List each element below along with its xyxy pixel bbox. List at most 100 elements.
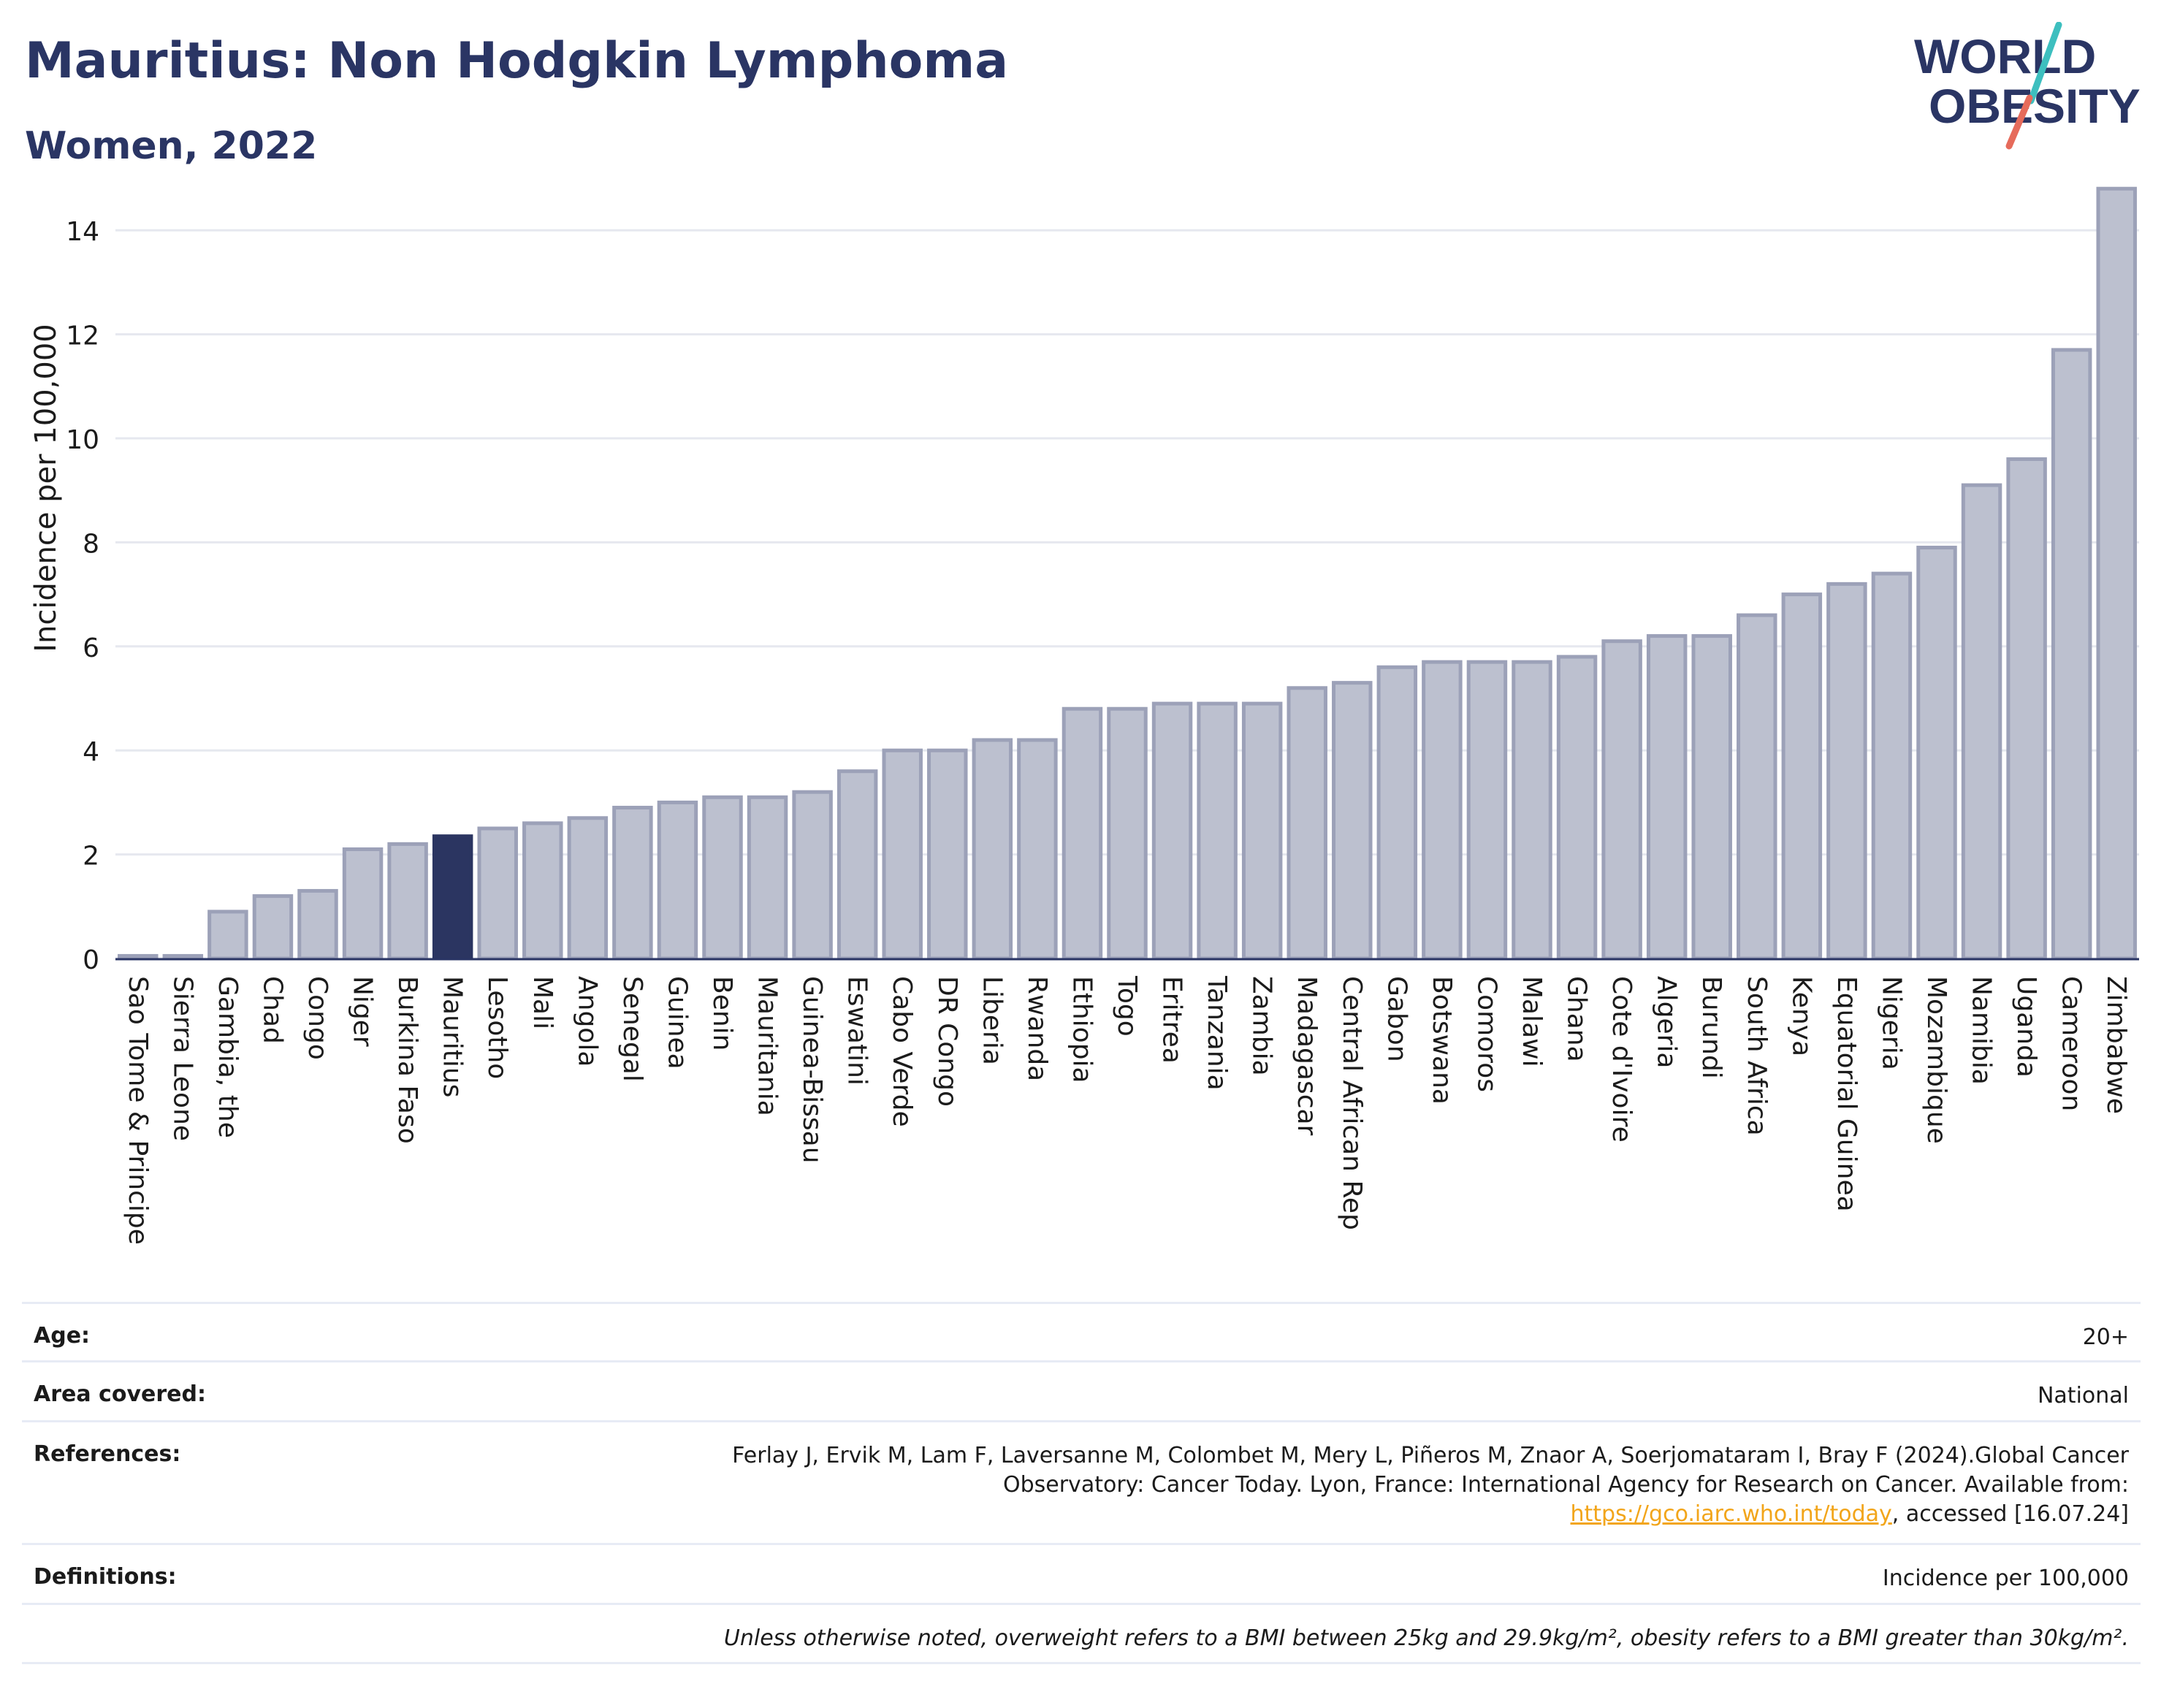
y-tick-label: 8 (83, 529, 99, 559)
x-tick-label: Ethiopia (1067, 976, 1097, 1083)
bar-rwanda (1017, 738, 1058, 961)
y-tick-label: 6 (83, 633, 99, 663)
bar-gabon (1376, 665, 1418, 961)
x-tick-label: Chad (257, 976, 287, 1044)
x-tick-label: Cabo Verde (887, 976, 917, 1127)
bar-liberia (972, 738, 1013, 961)
x-tick-label: Sao Tome & Principe (123, 976, 153, 1245)
x-tick-label: Mauritania (752, 976, 782, 1116)
x-tick-label: Liberia (977, 976, 1007, 1065)
area-row: Area covered: National (22, 1360, 2141, 1420)
y-tick-label: 0 (83, 945, 99, 975)
bar-mali (522, 821, 563, 961)
bar-togo (1107, 706, 1148, 961)
x-tick-label: Guinea (662, 976, 692, 1070)
y-tick-label: 10 (66, 425, 99, 455)
bar-mozambique (1916, 546, 1957, 961)
bar-tanzania (1197, 701, 1238, 961)
page-subtitle: Women, 2022 (25, 124, 318, 168)
x-tick-label: Madagascar (1292, 976, 1322, 1136)
bars (118, 186, 2137, 961)
references-label: References: (34, 1441, 181, 1467)
x-tick-label: Angola (572, 976, 602, 1067)
definitions-value: Incidence per 100,000 (1882, 1566, 2129, 1591)
bar-zimbabwe (2096, 186, 2137, 961)
bar-senegal (612, 806, 653, 961)
x-tick-label: Mali (527, 976, 557, 1029)
x-tick-label: Gabon (1381, 976, 1411, 1062)
bar-lesotho (477, 826, 518, 961)
note-row: Unless otherwise noted, overweight refer… (22, 1603, 2141, 1664)
x-tick-label: Gambia, the (213, 976, 243, 1138)
bar-benin (702, 795, 743, 961)
bar-guinea-bissau (792, 790, 833, 961)
bar-mauritania (747, 795, 788, 961)
bar-congo (297, 888, 338, 961)
bar-namibia (1961, 483, 2002, 961)
bar-sao-tome-principe (118, 953, 159, 961)
x-tick-label: Malawi (1517, 976, 1547, 1067)
references-accessed: , accessed [16.07.24] (1891, 1501, 2129, 1527)
area-value: National (2037, 1383, 2129, 1408)
y-tick-label: 4 (83, 737, 99, 767)
y-axis-title: Incidence per 100,000 (29, 324, 63, 652)
x-tick-label: Botswana (1427, 976, 1457, 1105)
x-tick-label: DR Congo (932, 976, 962, 1107)
page-title: Mauritius: Non Hodgkin Lymphoma (25, 32, 1009, 90)
x-tick-label: Burundi (1696, 976, 1726, 1079)
logo-line-world: WORLD (1914, 29, 2096, 83)
x-tick-label: Sierra Leone (167, 976, 197, 1141)
x-tick-label: Congo (302, 976, 332, 1060)
x-tick-label: Burkina Faso (392, 976, 422, 1144)
x-tick-label: Central African Rep (1337, 976, 1367, 1230)
bar-nigeria (1871, 571, 1913, 961)
bar-burkina-faso (387, 842, 428, 961)
x-tick-label: Tanzania (1202, 975, 1232, 1091)
y-tick-label: 12 (66, 321, 99, 351)
x-tick-label: Rwanda (1022, 976, 1052, 1081)
bar-chart: 0 2 4 6 8 10 12 14 Sao Tome & Principe Sierra Le… (29, 186, 2139, 1245)
x-tick-label: Uganda (2011, 976, 2041, 1078)
x-tick-label: South Africa (1742, 976, 1772, 1136)
bar-central-african-rep (1332, 681, 1373, 961)
bar-guinea (657, 800, 698, 961)
x-tick-label: Mozambique (1921, 976, 1951, 1144)
x-tick-label: Niger (348, 976, 378, 1047)
references-link[interactable]: https://gco.iarc.who.int/today (1570, 1501, 1892, 1527)
bar-equatorial-guinea (1826, 582, 1867, 961)
x-tick-label: Senegal (617, 976, 647, 1082)
definitions-row: Definitions: Incidence per 100,000 (22, 1543, 2141, 1603)
x-tick-label: Cameroon (2057, 976, 2086, 1111)
bar-cabo-verde (882, 748, 923, 961)
references-text: Ferlay J, Ervik M, Lam F, Laversanne M, … (732, 1443, 2129, 1498)
bar-comoros (1466, 660, 1508, 961)
x-tick-label: Cote d'Ivoire (1607, 976, 1636, 1143)
logo-slash-teal (2027, 22, 2062, 104)
bar-gambia-the (207, 910, 248, 961)
bar-burundi (1691, 634, 1732, 961)
bar-botswana (1422, 660, 1463, 961)
x-tick-label: Nigeria (1876, 976, 1906, 1070)
x-tick-label: Namibia (1967, 976, 1997, 1085)
x-axis-labels: Sao Tome & Principe Sierra Leone Gambia, t… (123, 975, 2131, 1245)
bar-uganda (2006, 457, 2047, 961)
bar-madagascar (1287, 686, 1327, 961)
bar-cameroon (2051, 348, 2092, 961)
bar-ghana (1556, 655, 1598, 961)
age-value: 20+ (2082, 1324, 2129, 1350)
x-tick-label: Mauritius (438, 976, 468, 1097)
bar-eritrea (1151, 701, 1193, 961)
bar-algeria (1646, 634, 1688, 961)
bar-south-africa (1737, 613, 1777, 961)
bar-ethiopia (1062, 706, 1103, 961)
age-row: Age: 20+ (22, 1302, 2141, 1360)
logo-slash-coral (2005, 94, 2033, 150)
world-obesity-logo: WORLD OBESITY (1914, 22, 2141, 150)
bar-malawi (1512, 660, 1552, 961)
metadata-table: Age: 20+ Area covered: National Referenc… (22, 1302, 2141, 1664)
bmi-note: Unless otherwise noted, overweight refer… (723, 1625, 2129, 1651)
x-tick-label: Eritrea (1157, 976, 1187, 1064)
x-tick-label: Equatorial Guinea (1832, 976, 1861, 1212)
bar-niger (342, 847, 384, 961)
x-tick-label: Ghana (1562, 976, 1592, 1062)
